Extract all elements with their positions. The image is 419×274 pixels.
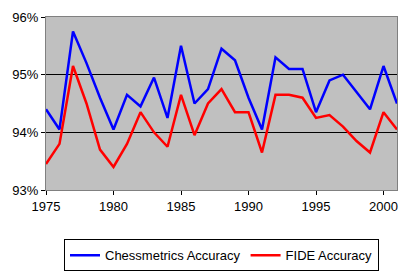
svg-text:1985: 1985 bbox=[167, 199, 196, 214]
svg-text:2000: 2000 bbox=[369, 199, 398, 214]
svg-text:95%: 95% bbox=[12, 67, 38, 82]
svg-text:94%: 94% bbox=[12, 125, 38, 140]
svg-text:93%: 93% bbox=[12, 183, 38, 198]
svg-text:1990: 1990 bbox=[234, 199, 263, 214]
svg-text:1980: 1980 bbox=[99, 199, 128, 214]
svg-text:FIDE Accuracy: FIDE Accuracy bbox=[286, 248, 372, 263]
svg-text:96%: 96% bbox=[12, 10, 38, 25]
svg-text:1995: 1995 bbox=[302, 199, 331, 214]
svg-text:Chessmetrics Accuracy: Chessmetrics Accuracy bbox=[105, 248, 241, 263]
svg-text:1975: 1975 bbox=[32, 199, 61, 214]
